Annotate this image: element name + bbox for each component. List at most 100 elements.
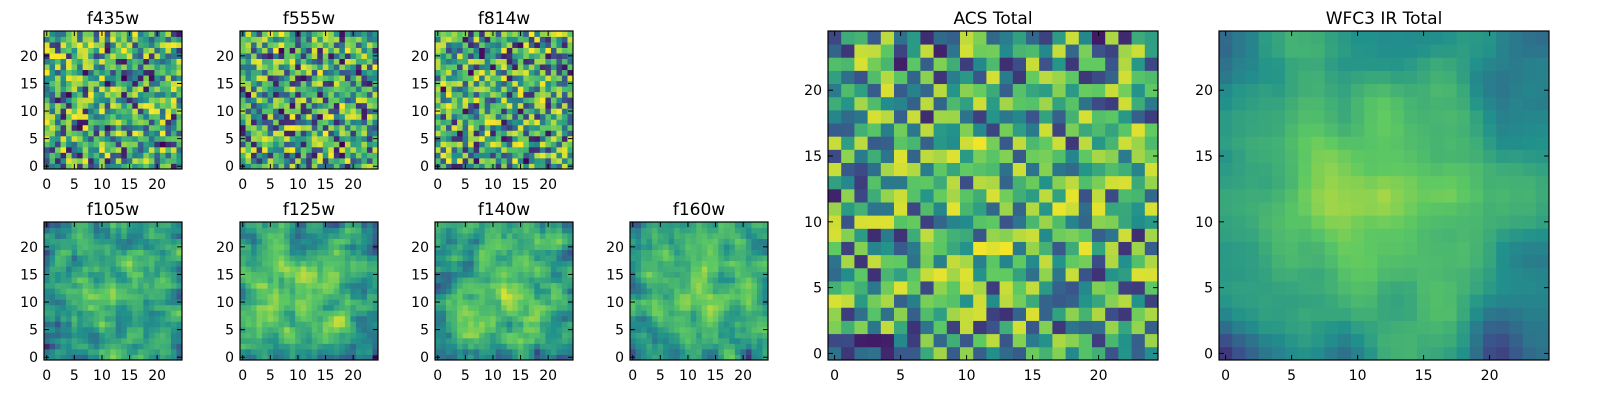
heatmap-cell (289, 304, 296, 311)
heatmap-cell (457, 157, 463, 164)
heatmap-cell (361, 244, 368, 250)
heatmap-cell (306, 271, 313, 278)
heatmap-cell (77, 119, 84, 126)
heatmap-cell (462, 266, 469, 273)
heatmap-cell (479, 282, 486, 289)
heatmap-cell (143, 326, 150, 333)
heatmap-cell (361, 271, 368, 278)
heatmap-cell (132, 47, 139, 54)
heatmap-cell (317, 304, 324, 311)
heatmap-cell (251, 152, 257, 159)
heatmap-cell (104, 332, 111, 339)
heatmap-cell (240, 47, 246, 54)
heatmap-cell (170, 348, 177, 355)
heatmap-cell (556, 249, 563, 256)
heatmap-cell (143, 288, 150, 295)
heatmap-cell (973, 215, 987, 229)
heatmap-cell (479, 108, 486, 115)
heatmap-cell (165, 58, 172, 65)
heatmap-cell (49, 64, 56, 71)
heatmap-cell (93, 321, 100, 328)
heatmap-cell (176, 119, 183, 126)
heatmap-cell (93, 163, 100, 170)
heatmap-cell (333, 288, 340, 295)
heatmap-cell (71, 343, 78, 350)
heatmap-cell (641, 222, 647, 228)
heatmap-cell (567, 124, 574, 131)
heatmap-cell (278, 69, 285, 76)
heatmap-cell (440, 282, 447, 289)
heatmap-cell (289, 277, 296, 284)
heatmap-cell (245, 31, 252, 37)
heatmap-cell (674, 348, 681, 355)
heatmap-cell (148, 227, 155, 234)
heatmap-cell (539, 102, 546, 109)
heatmap-cell (88, 42, 95, 48)
heatmap-cell (77, 47, 84, 54)
heatmap-cell (328, 58, 335, 65)
heatmap-cell (372, 124, 379, 131)
heatmap-cell (440, 42, 447, 48)
heatmap-cell (300, 163, 307, 170)
heatmap-cell (273, 277, 280, 284)
heatmap-cell (60, 97, 67, 104)
heatmap-cell (986, 215, 1000, 229)
heatmap-cell (534, 102, 541, 109)
heatmap-cell (740, 260, 747, 267)
heatmap-cell (740, 299, 747, 306)
heatmap-cell (907, 162, 921, 177)
heatmap-cell (490, 69, 497, 76)
heatmap-cell (828, 149, 842, 163)
heatmap-cell (317, 277, 324, 284)
heatmap-cell (751, 244, 758, 250)
heatmap-cell (245, 354, 252, 361)
heatmap-cell (93, 227, 100, 234)
heatmap-cell (484, 135, 491, 142)
heatmap-cell (148, 277, 155, 284)
heatmap-cell (240, 288, 246, 295)
heatmap-cell (344, 222, 351, 228)
heatmap-cell (734, 293, 741, 300)
heatmap-cell (66, 91, 72, 98)
heatmap-cell (366, 113, 373, 120)
heatmap-cell (88, 321, 95, 328)
heatmap-cell (148, 119, 155, 126)
heatmap-cell (679, 348, 686, 355)
heatmap-cell (278, 64, 285, 71)
heatmap-cell (284, 299, 291, 306)
heatmap-cell (267, 304, 274, 311)
heatmap-cell (440, 315, 447, 322)
heatmap-cell (60, 348, 67, 355)
heatmap-cell (462, 47, 469, 54)
heatmap-cell (745, 282, 752, 289)
heatmap-cell (528, 130, 535, 137)
heatmap-cell (273, 108, 280, 115)
heatmap-cell (490, 124, 497, 131)
heatmap-cell (999, 346, 1014, 361)
heatmap-cell (267, 130, 274, 137)
heatmap-cell (355, 102, 362, 109)
heatmap-cell (668, 249, 675, 256)
heatmap-cell (920, 175, 934, 190)
heatmap-cell (44, 64, 50, 71)
heatmap-cell (132, 266, 139, 273)
heatmap-cell (495, 75, 502, 82)
heatmap-cell (311, 233, 318, 239)
heatmap-cell (652, 227, 658, 234)
heatmap-cell (267, 315, 274, 322)
heatmap-cell (322, 266, 329, 273)
heatmap-cell (366, 124, 373, 131)
heatmap-cell (71, 135, 78, 142)
heatmap-cell (44, 91, 50, 98)
heatmap-cell (528, 227, 535, 234)
heatmap-cell (148, 113, 155, 120)
heatmap-cell (512, 113, 519, 120)
heatmap-cell (159, 288, 166, 295)
heatmap-cell (350, 113, 357, 120)
heatmap-cell (550, 249, 557, 256)
heatmap-cell (501, 58, 508, 65)
heatmap-cell (828, 175, 842, 190)
heatmap-cell (143, 130, 150, 137)
heatmap-cell (44, 266, 50, 273)
